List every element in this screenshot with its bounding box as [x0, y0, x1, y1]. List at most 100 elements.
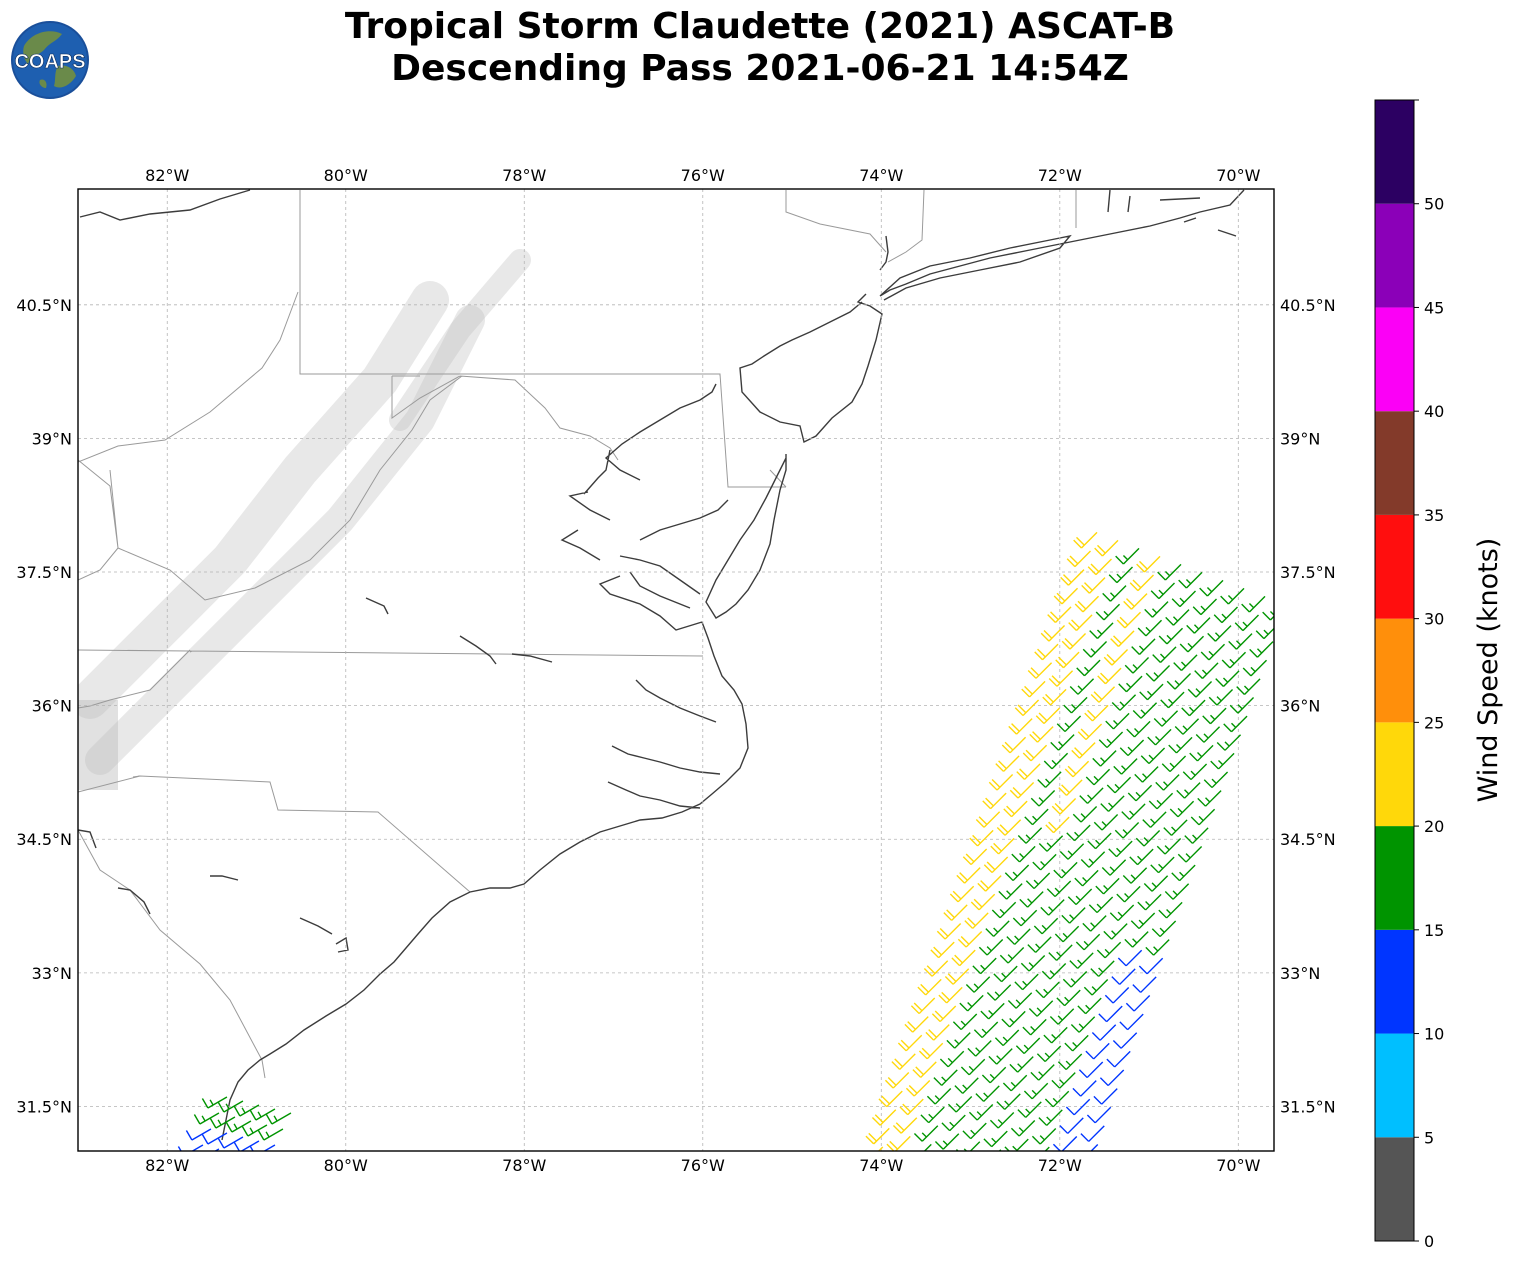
wind-barb [983, 1130, 1008, 1148]
wind-barb [991, 901, 1017, 919]
tick-label-lat-left: 39°N [32, 429, 72, 448]
wind-barb [934, 1133, 960, 1150]
wind-barb [1049, 1008, 1075, 1025]
tick-label-lon-top: 78°W [502, 166, 546, 185]
wind-barb [1064, 1034, 1089, 1052]
wind-barb [1099, 1069, 1125, 1087]
wind-barb [1171, 864, 1196, 882]
wind-barb [1190, 808, 1216, 826]
wind-barb [1085, 1042, 1110, 1060]
wind-barb [1021, 680, 1046, 698]
wind-barb [1045, 816, 1070, 834]
wind-barb [1202, 707, 1227, 725]
wind-barb [1062, 971, 1088, 988]
wind-barb [1127, 784, 1153, 802]
wind-barb [1136, 555, 1161, 573]
wind-barb [1147, 728, 1172, 746]
colorbar-segment [1375, 100, 1414, 204]
wind-barb [1057, 1053, 1083, 1071]
wind-barb [1123, 593, 1148, 610]
wind-barb [971, 1168, 994, 1184]
wind-barb [1177, 846, 1203, 863]
map-frame [77, 188, 1275, 1152]
wind-barb [1009, 782, 1035, 799]
wind-barb [970, 893, 996, 911]
wind-barb [1132, 702, 1158, 719]
wind-barb [1157, 563, 1182, 581]
wind-barb [1038, 1109, 1063, 1126]
wind-barb [1006, 1203, 1029, 1219]
wind-barb [1121, 803, 1146, 820]
wind-barb [241, 1124, 268, 1137]
wind-barb [1020, 955, 1046, 972]
wind-barb [1095, 603, 1121, 621]
wind-barb [1134, 766, 1159, 783]
wind-barb [1074, 869, 1099, 887]
wind-barb [1048, 670, 1074, 687]
wind-barb [233, 1104, 260, 1117]
wind-barb [1034, 643, 1059, 661]
wind-barb [1088, 896, 1114, 914]
wind-barb [959, 994, 984, 1012]
wind-barb [1004, 864, 1030, 882]
colorbar-segment [1375, 203, 1414, 308]
wind-barb [1090, 1144, 1099, 1151]
wind-barb [1006, 928, 1031, 945]
wind-barb [1060, 569, 1085, 586]
coastline [78, 189, 1245, 1141]
wind-barb [990, 837, 1015, 855]
wind-barb [1027, 936, 1052, 953]
wind-barb [884, 1072, 910, 1089]
wind-barb [1102, 585, 1127, 602]
wind-barb [1003, 800, 1028, 818]
wind-barb [962, 848, 988, 866]
tick-label-lat-left: 31.5°N [16, 1097, 72, 1116]
wind-barb [1140, 747, 1166, 765]
wind-barb [975, 1085, 1000, 1102]
wind-barb [1111, 694, 1137, 711]
wind-barb [1013, 1184, 1036, 1200]
wind-barb [1042, 688, 1067, 706]
tick-label-lat-right: 39°N [1280, 429, 1320, 448]
wind-barb [1059, 1117, 1084, 1134]
wind-barb [988, 774, 1014, 791]
wind-barb [1030, 790, 1056, 807]
wind-barb [1148, 792, 1174, 810]
wind-barb [973, 1021, 999, 1039]
tick-label-lon-top: 74°W [859, 166, 903, 185]
wind-barb [1031, 1128, 1057, 1145]
wind-barb [1178, 571, 1203, 589]
wind-barb [1242, 659, 1268, 677]
wind-barb [1071, 742, 1096, 759]
tick-label-lat-right: 31.5°N [1280, 1097, 1336, 1116]
wind-barb [1066, 824, 1091, 842]
wind-barb [1019, 891, 1044, 908]
wind-barbs [177, 531, 1274, 1219]
wind-barb [1255, 627, 1274, 640]
wind-barb [1228, 633, 1253, 650]
wind-barb [1046, 880, 1072, 898]
wind-barb [1151, 920, 1177, 938]
wind-barb [1077, 723, 1103, 741]
wind-barb [1056, 989, 1081, 1007]
wind-barb [1158, 627, 1184, 645]
wind-barb [1066, 550, 1092, 568]
wind-barb [1030, 1064, 1055, 1081]
wind-barb [1236, 678, 1261, 695]
wind-barb [1017, 827, 1043, 844]
wind-barb [982, 792, 1007, 810]
title-line-2: Descending Pass 2021-06-21 14:54Z [391, 48, 1129, 89]
wind-barb [1017, 1101, 1042, 1118]
wind-barb [1008, 718, 1033, 735]
wind-barb [1098, 731, 1124, 749]
wind-barb [1086, 1106, 1112, 1124]
wind-barb [1054, 925, 1080, 943]
wind-barb [996, 819, 1022, 836]
wind-barb [986, 984, 1012, 1001]
wind-barb [1182, 763, 1208, 781]
wind-barb [1109, 904, 1135, 922]
tick-label-lat-left: 34.5°N [16, 830, 72, 849]
wind-barb [910, 997, 936, 1015]
colorbar-tick-label: 35 [1424, 506, 1444, 525]
wind-barb [865, 1127, 890, 1145]
